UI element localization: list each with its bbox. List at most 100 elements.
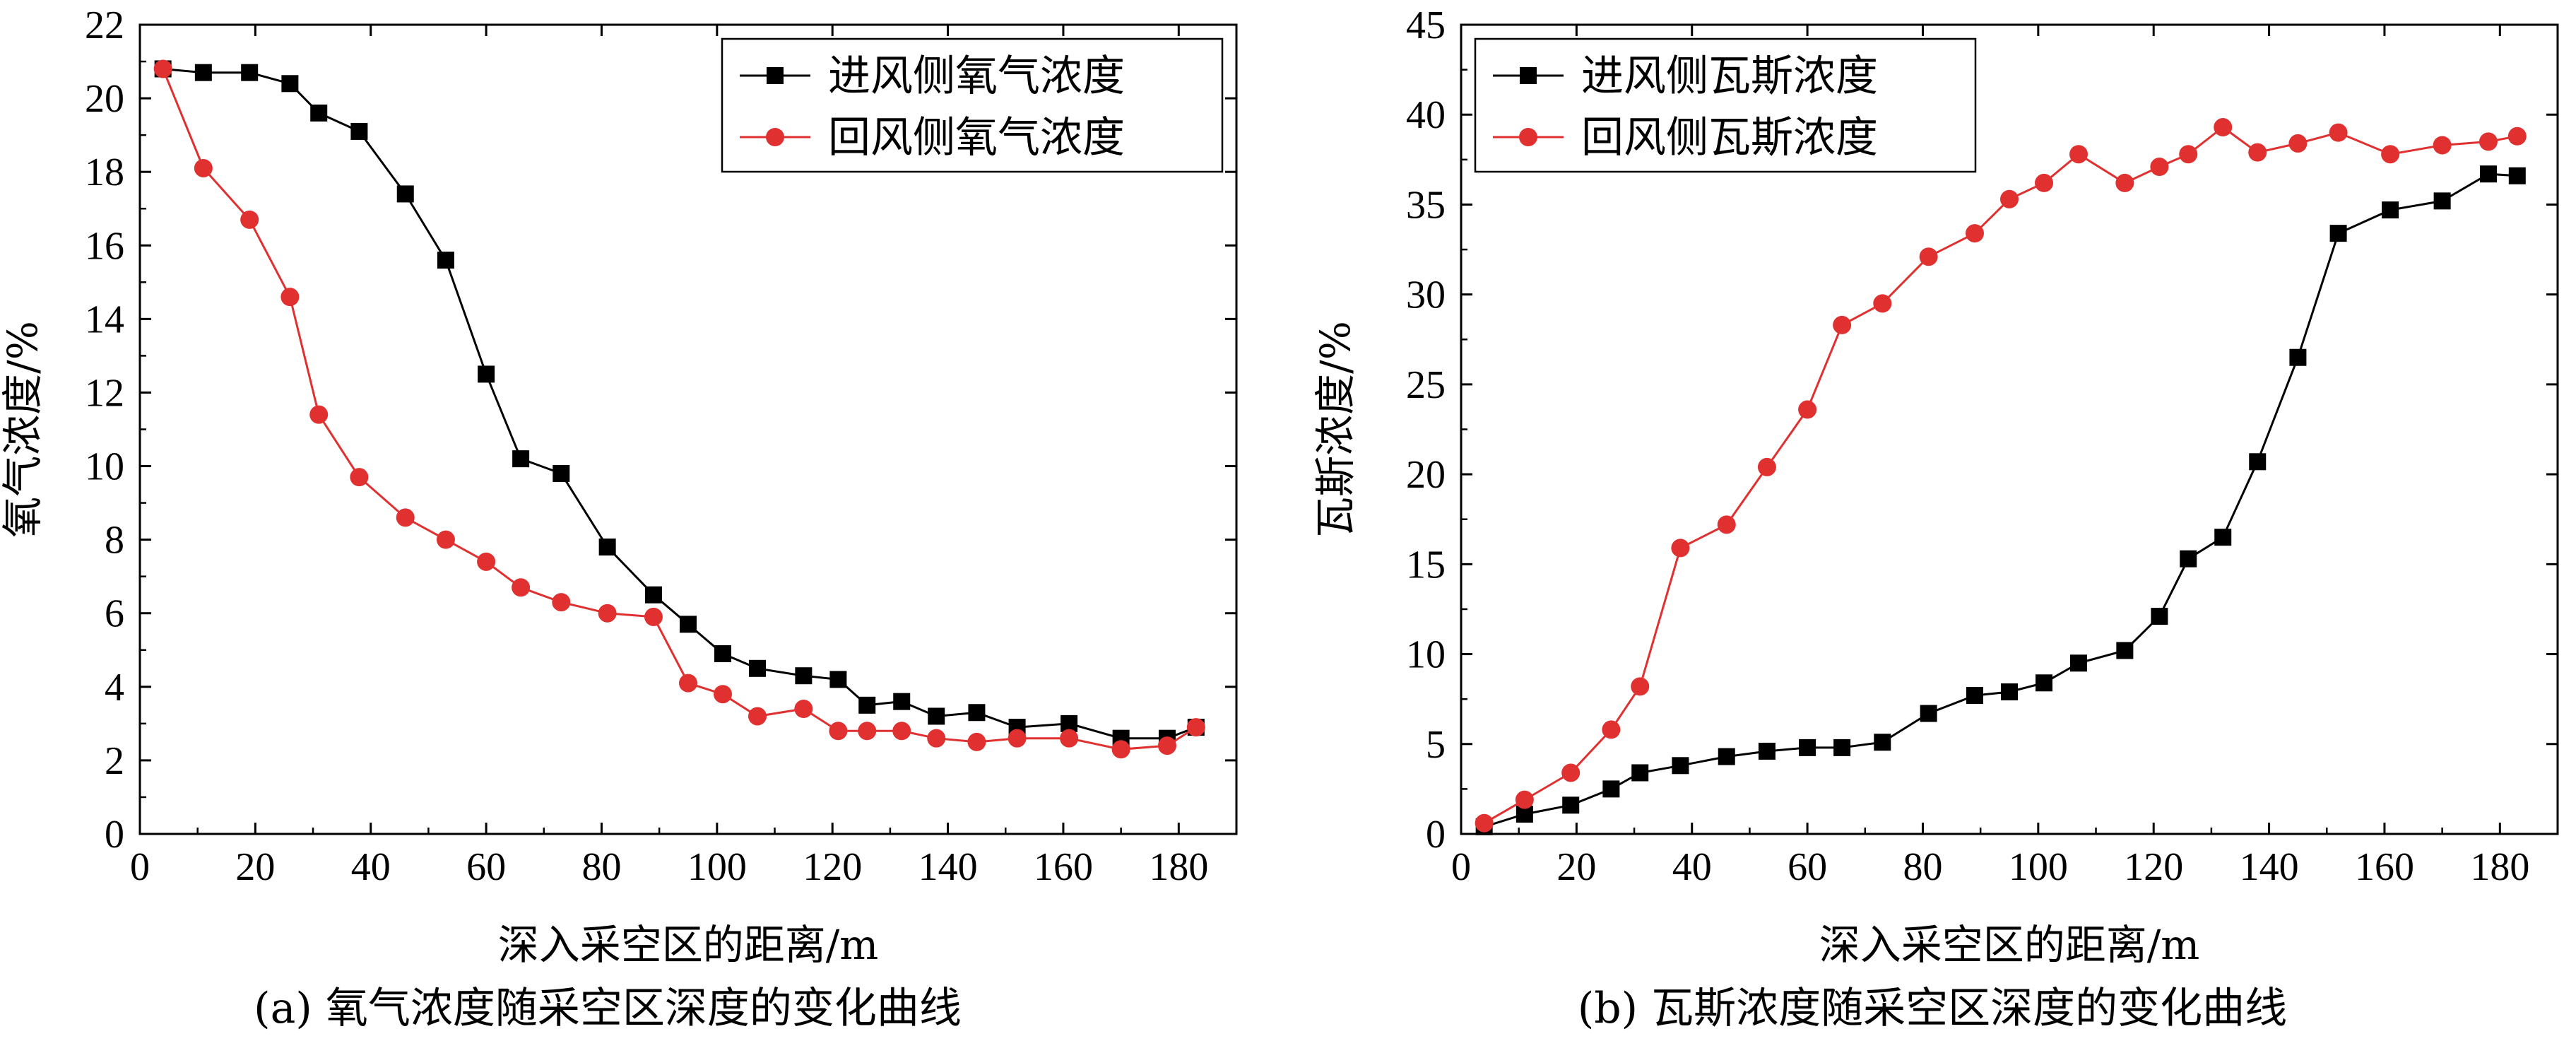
data-point-square (1672, 757, 1689, 775)
x-tick-label: 20 (1556, 845, 1596, 889)
data-point-circle (892, 722, 911, 741)
data-point-circle (1157, 736, 1176, 755)
data-point-circle (1602, 720, 1621, 739)
data-point-circle (1833, 315, 1852, 334)
data-point-circle (1008, 729, 1027, 748)
y-tick-label: 6 (105, 592, 124, 636)
x-tick-label: 100 (687, 845, 747, 889)
y-tick-label: 20 (85, 77, 124, 121)
data-point-square (1874, 734, 1891, 751)
y-tick-label: 0 (105, 813, 124, 857)
x-tick-label: 120 (2124, 845, 2183, 889)
data-point-circle (644, 607, 663, 626)
data-point-circle (1186, 718, 1205, 737)
oxygen-chart-panel: 0 20 40 60 80 100 120 140 160 180 0 2 4 6 8 10 12 14 16 18 2… (0, 4, 1238, 1033)
data-point-circle (714, 685, 733, 704)
data-point-circle (1111, 740, 1130, 759)
x-tick-label: 120 (803, 845, 862, 889)
data-point-circle (794, 700, 813, 719)
y-tick-label: 14 (85, 298, 124, 341)
data-point-circle (153, 59, 172, 78)
x-tick-label: 20 (235, 845, 275, 889)
data-point-square (893, 693, 911, 710)
series-line (1484, 172, 2517, 828)
data-point-square (512, 450, 530, 468)
data-point-square (553, 464, 570, 482)
data-point-square (310, 104, 328, 122)
y-tick-label: 16 (85, 224, 124, 268)
x-tick-label: 160 (1034, 845, 1093, 889)
legend-marker-square (1520, 67, 1537, 84)
y-tick-label: 8 (105, 519, 124, 563)
data-point-circle (512, 578, 531, 597)
data-point-square (1602, 780, 1620, 798)
x-tick-label: 0 (1451, 845, 1471, 889)
x-tick-label: 160 (2355, 845, 2414, 889)
data-point-square (928, 707, 945, 725)
data-point-square (644, 586, 662, 604)
y-tick-label: 30 (1406, 274, 1446, 317)
data-point-circle (194, 158, 213, 177)
series-intake (1475, 165, 2526, 835)
data-point-square (2180, 550, 2197, 567)
data-point-square (1758, 742, 1776, 760)
data-point-circle (280, 288, 300, 307)
data-point-circle (2381, 145, 2400, 164)
series-return (1475, 118, 2527, 833)
figure-caption: (b) 瓦斯浓度随采空区深度的变化曲线 (1578, 984, 2287, 1033)
data-point-square (396, 185, 414, 203)
data-point-square (598, 539, 616, 556)
data-point-square (2249, 453, 2267, 471)
data-point-circle (2035, 173, 2054, 192)
data-point-square (749, 659, 767, 677)
data-point-circle (748, 707, 767, 726)
data-point-square (350, 122, 368, 140)
x-tick-label: 40 (351, 845, 391, 889)
data-point-circle (1671, 539, 1690, 558)
data-point-circle (2329, 123, 2348, 142)
x-tick-label: 180 (2470, 845, 2529, 889)
data-point-square (1966, 687, 1983, 705)
y-tick-label: 5 (1426, 723, 1446, 767)
data-point-circle (2069, 145, 2088, 164)
data-point-circle (1060, 729, 1079, 748)
legend-box (1474, 37, 1977, 173)
y-tick-label: 10 (1406, 633, 1446, 677)
data-point-square (795, 667, 813, 685)
data-point-square (1799, 739, 1816, 756)
data-point-circle (967, 732, 986, 751)
figure-caption: (a) 氧气浓度随采空区深度的变化曲线 (254, 984, 962, 1033)
y-tick-label: 0 (1426, 813, 1446, 857)
data-point-circle (552, 593, 571, 612)
x-tick-label: 40 (1672, 845, 1712, 889)
x-tick-label: 60 (466, 845, 506, 889)
data-point-circle (2507, 127, 2527, 146)
y-tick-label: 15 (1406, 543, 1446, 587)
data-point-square (2329, 225, 2347, 242)
data-point-circle (1919, 247, 1938, 266)
series-return (153, 59, 1205, 759)
x-tick-label: 80 (1903, 845, 1942, 889)
y-tick-label: 40 (1406, 93, 1446, 137)
y-tick-label: 45 (1406, 4, 1446, 47)
x-tick-label: 100 (2009, 845, 2068, 889)
data-point-square (2433, 192, 2451, 210)
data-point-square (2214, 529, 2232, 546)
x-axis-title: 深入采空区的距离/m (1819, 921, 2200, 969)
data-point-square (1631, 764, 1649, 782)
data-point-square (2036, 674, 2053, 692)
x-tick-label: 80 (581, 845, 621, 889)
y-tick-label: 25 (1406, 363, 1446, 407)
data-point-square (1718, 748, 1735, 765)
data-point-square (1833, 739, 1851, 756)
y-tick-label: 18 (85, 151, 124, 194)
data-point-square (2382, 201, 2399, 219)
data-point-circle (1873, 294, 1892, 313)
y-tick-label: 2 (105, 739, 124, 783)
data-point-circle (598, 604, 617, 623)
data-point-square (2116, 642, 2134, 659)
data-point-circle (858, 722, 877, 741)
